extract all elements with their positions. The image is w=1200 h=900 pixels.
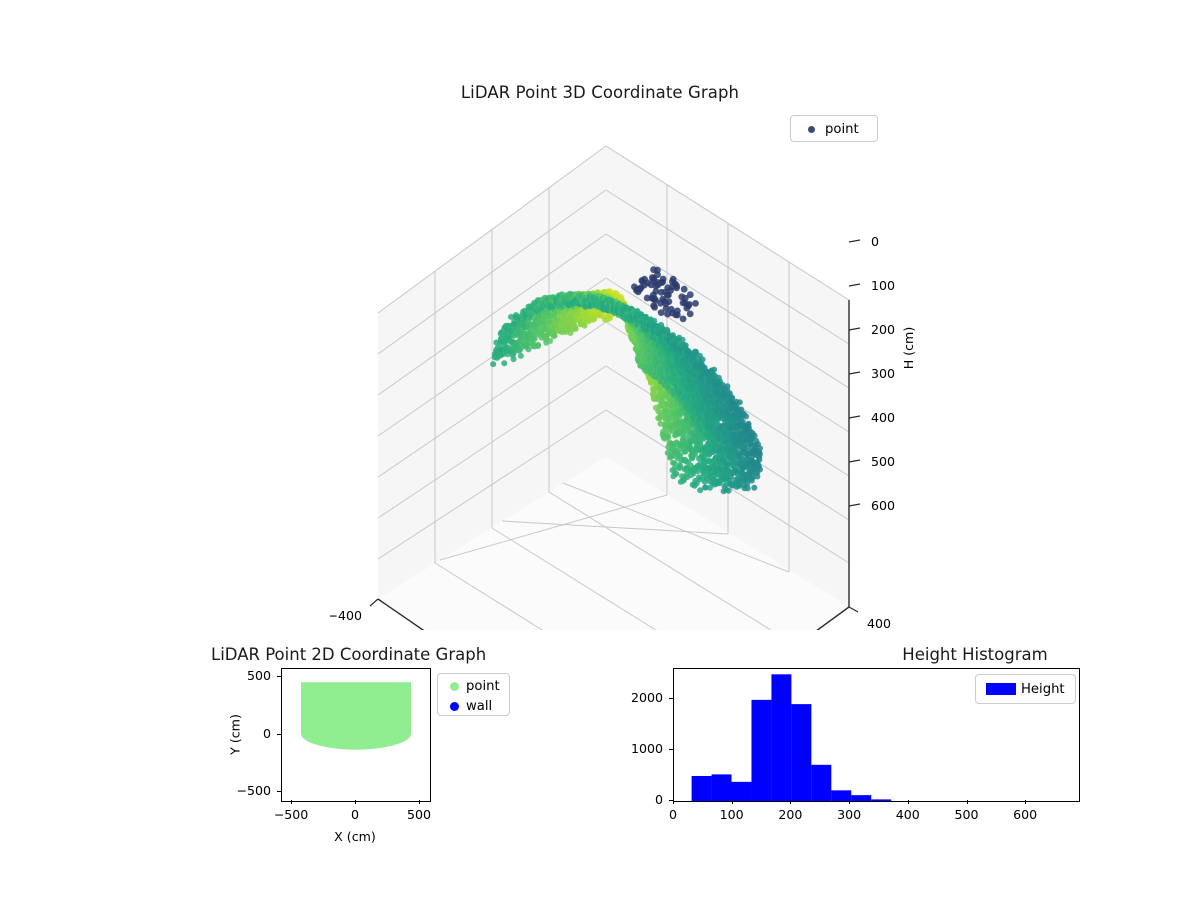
plot2d-ytick-0: −500 [236,783,271,798]
plot3d-xtick-0: −400 [330,608,362,623]
plot3d-ztick-3: 300 [871,366,895,381]
legend-label-point-2d: point [466,678,500,694]
plot2d-ytickmark-500 [277,676,281,678]
axes-spines [377,300,850,630]
plot2d-axes[interactable] [281,668,431,802]
legend-item-wall-2d[interactable]: wall [442,696,505,716]
hist-ytickmark-2000 [669,698,673,700]
plot2d-ytickmark-n500 [277,791,281,793]
hist-xtick-3: 300 [837,807,862,822]
plot3d-axes[interactable]: −400 −200 0 200 400 −400 −200 0 200 400 … [330,120,950,630]
hist-xtick-2: 200 [778,807,803,822]
plot2d-xtick-2: 500 [406,807,432,822]
grid-floor [434,482,790,630]
histogram-title: Height Histogram [902,645,1048,664]
legend-item-point-3d[interactable]: point [797,119,871,139]
hist-xtickmark-500 [966,800,968,804]
plot2d-xtickmark-500 [419,800,421,804]
plot3d-ztick-4: 400 [871,410,895,425]
yaxis-ticks [848,606,859,613]
plot2d-xtickmark-n500 [291,800,293,804]
legend-item-point-2d[interactable]: point [442,676,505,696]
point-cloud-2d [301,682,411,750]
plot3d-title: LiDAR Point 3D Coordinate Graph [460,83,740,102]
legend-label-height: Height [1021,681,1065,697]
hist-ytick-1: 1000 [630,741,663,756]
plot3d-ztick-5: 500 [871,454,895,469]
hist-xtickmark-600 [1025,800,1027,804]
plot2d-ytick-2: 500 [246,668,271,683]
hist-xtickmark-0 [673,800,675,804]
hist-xtick-0: 0 [668,807,677,822]
legend-label-point-3d: point [825,121,859,137]
plot3d-ztick-1: 100 [871,278,895,293]
histogram-bars [691,674,892,801]
zaxis-ticks [848,239,861,507]
histogram-canvas [691,674,892,801]
point-cloud-3d [490,266,763,495]
histogram-axes[interactable] [673,668,1080,802]
hist-xtick-5: 500 [954,807,979,822]
plot3d-ztick-2: 200 [871,322,895,337]
plot2d-legend[interactable]: point wall [437,673,510,716]
plot3d-canvas: −400 −200 0 200 400 −400 −200 0 200 400 … [330,145,916,630]
histogram-legend[interactable]: Height [975,674,1076,704]
plot3d-ytick-4: 400 [867,616,891,630]
hist-xtickmark-100 [731,800,733,804]
legend-marker-dot-icon [442,681,466,691]
plot2d-ytickmark-0 [277,734,281,736]
plot3d-legend[interactable]: point [790,115,878,142]
legend-marker-bar-icon [981,683,1021,695]
hist-ytick-2: 2000 [630,690,663,705]
hist-ytick-0: 0 [654,792,663,807]
plot2d-xtick-0: −500 [273,807,309,822]
histogram-wrapper[interactable]: 2000 1000 0 0 100 200 300 400 500 600 [631,668,1080,822]
hist-xtickmark-200 [790,800,792,804]
legend-marker-dot-icon [442,701,466,711]
plot2d-wrapper[interactable]: 500 0 −500 −500 0 500 X (cm) Y (cm) [228,668,431,844]
hist-xtickmark-400 [907,800,909,804]
plot3d-ztick-6: 600 [871,498,895,513]
legend-label-wall-2d: wall [466,698,493,714]
hist-ytickmark-0 [669,800,673,802]
plot3d-ztick-0: 0 [871,234,879,249]
hist-ytickmark-1000 [669,749,673,751]
plot2d-canvas [301,682,411,750]
legend-item-height[interactable]: Height [981,678,1070,700]
hist-xtick-6: 600 [1013,807,1038,822]
plot2d-xtick-1: 0 [350,807,359,822]
plot2d-xtickmark-0 [355,800,357,804]
plot2d-ytick-1: 0 [262,726,271,741]
plot2d-xaxis-label: X (cm) [334,829,376,844]
plot2d-yaxis-label: Y (cm) [227,714,243,755]
plot3d-zaxis-label: H (cm) [901,327,916,370]
legend-marker-dot-icon [797,125,825,133]
plot2d-title: LiDAR Point 2D Coordinate Graph [211,645,487,664]
hist-xtick-4: 400 [895,807,920,822]
hist-xtickmark-300 [849,800,851,804]
xaxis-ticks [369,598,379,607]
hist-xtick-1: 100 [719,807,744,822]
